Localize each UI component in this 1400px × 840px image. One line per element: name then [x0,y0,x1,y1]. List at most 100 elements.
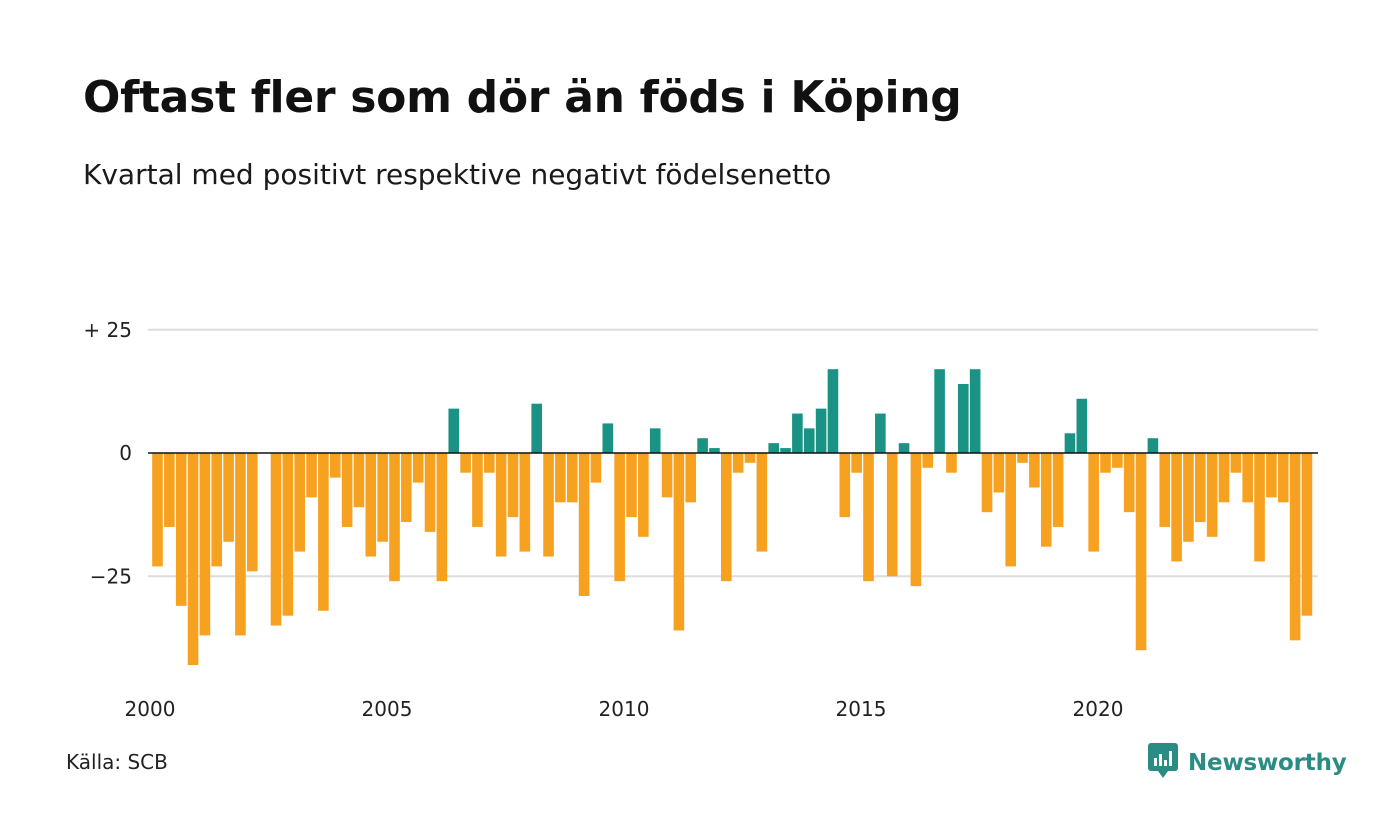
bar-negative [270,453,282,626]
bar-negative [1171,453,1182,562]
bar-negative [341,453,353,527]
bar-positive [875,413,886,453]
bar-negative [1218,453,1230,503]
bar-negative [247,453,258,572]
bar-negative [922,453,934,468]
x-tick-label: 2000 [125,697,176,721]
bar-negative [329,453,341,478]
x-tick-label: 2015 [836,697,887,721]
bar-positive [709,448,720,453]
bar-negative [484,453,495,473]
bar-negative [1029,453,1040,488]
bar-positive [827,369,839,453]
bar-negative [1040,453,1052,547]
bar-negative [1183,453,1194,542]
bar-negative [365,453,377,557]
bar-negative [721,453,732,582]
y-tick-label: 0 [119,441,132,465]
bar-negative [555,453,566,503]
bar-positive [649,428,661,453]
bar-negative [1242,453,1253,503]
bar-negative [626,453,637,518]
bar-negative [638,453,649,537]
bar-negative [424,453,436,532]
bar-negative [661,453,673,498]
bar-negative [1289,453,1301,641]
bar-negative [1112,453,1123,468]
bar-negative [756,453,768,552]
bar-positive [1076,398,1088,453]
bar-negative [235,453,246,636]
bar-positive [898,443,910,453]
brand-logo: Newsworthy [1148,743,1347,783]
bar-negative [1195,453,1206,523]
source-note: Källa: SCB [66,750,168,774]
bar-negative [543,453,554,557]
y-tick-label: + 25 [83,318,132,342]
bar-negative [1052,453,1064,527]
bar-negative [472,453,483,527]
bar-negative [839,453,851,518]
bar-negative [1230,453,1242,473]
bar-negative [1159,453,1171,527]
bar-negative [851,453,862,473]
bar-negative [389,453,400,582]
bar-negative [282,453,294,616]
bar-negative [199,453,211,636]
bar-negative [566,453,578,503]
bar-negative [412,453,424,483]
bar-negative [401,453,412,523]
bar-negative [152,453,163,567]
grid-lines [148,328,1318,578]
bar-negative [578,453,590,596]
bar-negative [318,453,329,611]
x-tick-label: 2010 [599,697,650,721]
bar-negative [187,453,199,665]
chart-title: Oftast fler som dör än föds i Köping [83,72,962,123]
bar-negative [673,453,685,631]
x-tick-label: 2020 [1073,697,1124,721]
bar-negative [614,453,625,582]
bar-negative [436,453,448,582]
bar-positive [531,403,542,453]
bar-negative [744,453,756,463]
bar-negative [1088,453,1099,552]
bar-negative [1206,453,1218,537]
bar-positive [958,383,969,453]
chart-subtitle: Kvartal med positivt respektive negativt… [83,158,832,191]
bar-positive [448,408,460,453]
bar-positive [602,423,614,453]
bar-negative [353,453,365,508]
bar-positive [815,408,827,453]
x-axis-ticks: 2000 2005 2010 2015 2020 [125,697,1124,721]
bar-negative [863,453,874,582]
bar-positive [969,369,981,453]
bar-positive [1064,433,1076,453]
bars [152,369,1313,665]
bar-negative [1135,453,1147,651]
bar-negative [1254,453,1265,562]
x-tick-label: 2005 [362,697,413,721]
bar-negative [1301,453,1313,616]
bar-negative [294,453,305,552]
bar-positive [1147,438,1159,453]
bar-negative [507,453,519,518]
bar-positive [803,428,815,453]
bar-negative [993,453,1005,493]
bar-negative [1005,453,1016,567]
bar-positive [792,413,803,453]
bar-positive [934,369,945,453]
bar-negative [590,453,602,483]
bar-negative [910,453,922,587]
bar-negative [1123,453,1135,513]
bar-negative [732,453,744,473]
bar-negative [306,453,317,498]
bar-negative [981,453,993,513]
y-tick-label: −25 [90,564,132,588]
brand-name: Newsworthy [1188,750,1347,776]
bar-negative [1277,453,1289,503]
bar-negative [211,453,223,567]
bar-positive [697,438,708,453]
bar-negative [886,453,898,577]
bar-negative [1017,453,1028,463]
